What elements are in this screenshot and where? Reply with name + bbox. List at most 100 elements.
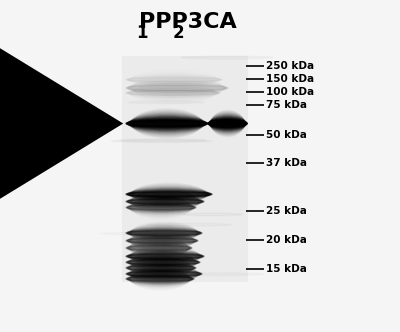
Ellipse shape [129, 114, 205, 133]
Ellipse shape [126, 277, 194, 281]
Ellipse shape [128, 268, 200, 280]
Ellipse shape [181, 56, 273, 59]
Text: 150 kDa: 150 kDa [266, 74, 314, 84]
Text: 25 kDa: 25 kDa [266, 206, 307, 216]
Ellipse shape [210, 115, 246, 132]
Ellipse shape [128, 251, 202, 262]
Ellipse shape [208, 121, 247, 126]
Ellipse shape [126, 231, 202, 235]
Ellipse shape [127, 264, 195, 272]
Ellipse shape [128, 228, 200, 238]
Ellipse shape [128, 117, 206, 130]
Ellipse shape [111, 140, 212, 142]
Ellipse shape [127, 118, 207, 129]
Ellipse shape [130, 187, 208, 202]
Ellipse shape [126, 230, 202, 236]
Ellipse shape [126, 198, 204, 205]
Ellipse shape [128, 256, 198, 269]
Ellipse shape [128, 262, 194, 274]
Ellipse shape [129, 195, 201, 208]
Text: 20 kDa: 20 kDa [266, 235, 307, 245]
Ellipse shape [128, 269, 200, 279]
Ellipse shape [128, 272, 192, 286]
Text: 250 kDa: 250 kDa [266, 61, 314, 71]
Ellipse shape [126, 199, 204, 204]
Ellipse shape [126, 272, 202, 276]
Ellipse shape [126, 120, 208, 127]
Ellipse shape [128, 117, 206, 130]
Ellipse shape [127, 198, 203, 206]
Ellipse shape [126, 191, 212, 198]
Ellipse shape [128, 235, 196, 246]
Ellipse shape [127, 243, 191, 253]
Ellipse shape [210, 114, 245, 133]
Ellipse shape [126, 245, 192, 251]
Ellipse shape [127, 229, 201, 237]
Ellipse shape [128, 257, 198, 267]
Ellipse shape [126, 91, 220, 96]
Ellipse shape [128, 257, 198, 268]
Ellipse shape [209, 116, 246, 131]
Ellipse shape [128, 196, 202, 207]
Ellipse shape [128, 226, 200, 240]
Ellipse shape [126, 205, 196, 210]
Ellipse shape [126, 192, 212, 197]
Ellipse shape [126, 266, 196, 270]
Ellipse shape [126, 260, 200, 265]
Ellipse shape [126, 204, 196, 211]
Ellipse shape [127, 237, 197, 245]
Ellipse shape [128, 197, 202, 207]
Ellipse shape [126, 276, 194, 282]
Ellipse shape [127, 258, 199, 266]
Ellipse shape [209, 117, 246, 130]
FancyBboxPatch shape [122, 56, 248, 282]
Ellipse shape [128, 263, 194, 273]
Ellipse shape [127, 119, 207, 128]
Ellipse shape [129, 250, 201, 263]
Ellipse shape [127, 204, 195, 211]
Ellipse shape [128, 202, 194, 213]
Ellipse shape [126, 254, 204, 259]
Ellipse shape [126, 238, 198, 243]
Ellipse shape [128, 116, 206, 131]
Text: 100 kDa: 100 kDa [266, 87, 314, 97]
Ellipse shape [128, 203, 194, 212]
Ellipse shape [126, 85, 228, 91]
Ellipse shape [210, 113, 245, 134]
Ellipse shape [126, 253, 204, 260]
Ellipse shape [210, 115, 246, 132]
Text: 2: 2 [172, 24, 184, 42]
Ellipse shape [126, 259, 200, 266]
Ellipse shape [129, 188, 209, 201]
Ellipse shape [208, 120, 247, 127]
Ellipse shape [182, 213, 243, 216]
Ellipse shape [127, 252, 203, 260]
Ellipse shape [128, 189, 210, 200]
Ellipse shape [128, 236, 196, 246]
Ellipse shape [127, 190, 211, 198]
Text: 50 kDa: 50 kDa [266, 130, 307, 140]
Ellipse shape [130, 113, 204, 134]
Ellipse shape [127, 274, 193, 284]
Ellipse shape [126, 237, 198, 244]
Ellipse shape [126, 265, 196, 271]
Text: 15 kDa: 15 kDa [266, 264, 307, 274]
Ellipse shape [128, 227, 200, 239]
Ellipse shape [128, 242, 190, 254]
Text: 37 kDa: 37 kDa [266, 158, 307, 168]
Ellipse shape [127, 275, 193, 283]
Ellipse shape [127, 270, 201, 278]
Ellipse shape [128, 189, 210, 199]
Text: 75 kDa: 75 kDa [266, 100, 307, 110]
Ellipse shape [128, 267, 200, 281]
Ellipse shape [128, 273, 192, 285]
Text: 1: 1 [136, 24, 148, 42]
Ellipse shape [127, 244, 191, 252]
Ellipse shape [128, 251, 202, 261]
Ellipse shape [129, 115, 205, 132]
Ellipse shape [209, 118, 246, 129]
Ellipse shape [126, 121, 208, 126]
Ellipse shape [128, 261, 194, 275]
Ellipse shape [209, 117, 246, 130]
Ellipse shape [126, 271, 202, 277]
